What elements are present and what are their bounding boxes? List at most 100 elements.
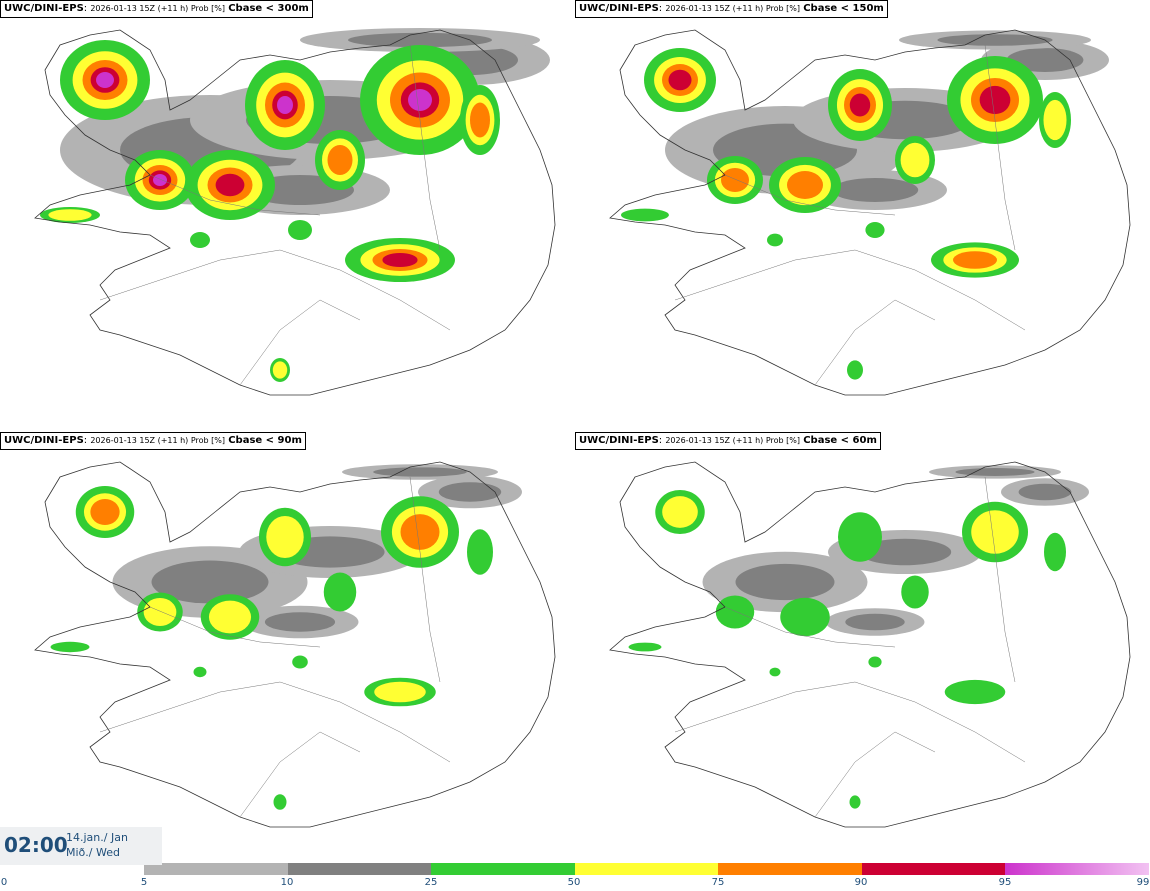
map-panel-300m: UWC/DINI-EPS: 2026-01-13 15Z (+11 h) Pro… xyxy=(0,0,575,430)
prob-area xyxy=(273,794,287,810)
prob-area xyxy=(292,655,308,669)
colorbar-tick-label: 50 xyxy=(567,877,581,888)
prob-area xyxy=(408,89,432,111)
prob-area-gray xyxy=(151,560,269,604)
iceland-map xyxy=(34,28,556,396)
prob-area xyxy=(780,597,830,637)
valid-time-clock: 02:00 xyxy=(4,833,68,857)
prob-area xyxy=(382,252,418,268)
prob-area-gray xyxy=(1018,483,1072,501)
colorbar-tick-label: 75 xyxy=(711,877,725,888)
prob-area xyxy=(662,496,698,528)
colorbar-bin xyxy=(144,863,288,875)
coastline xyxy=(34,29,556,396)
prob-area xyxy=(901,575,929,609)
road-line xyxy=(724,606,896,648)
prob-area-gray xyxy=(937,34,1053,46)
prob-area xyxy=(900,142,930,178)
prob-area xyxy=(323,572,357,612)
coastline xyxy=(34,461,556,828)
colorbar-tick-label: 5 xyxy=(140,877,148,888)
prob-area xyxy=(849,93,871,117)
prob-area xyxy=(715,595,755,629)
colorbar-tick-label: 25 xyxy=(424,877,438,888)
colorbar-bin xyxy=(861,863,1005,875)
colorbar-bin xyxy=(718,863,862,875)
colorbar-tick-label: 95 xyxy=(998,877,1012,888)
prob-area xyxy=(470,102,490,138)
road-line xyxy=(674,681,1026,763)
map-panel-150m: UWC/DINI-EPS: 2026-01-13 15Z (+11 h) Pro… xyxy=(575,0,1150,430)
prob-area-gray xyxy=(845,613,905,631)
prob-area xyxy=(272,361,288,379)
prob-area xyxy=(374,681,426,703)
prob-area xyxy=(865,222,885,238)
iceland-map xyxy=(609,461,1131,828)
prob-area-gray xyxy=(831,178,919,202)
road-line xyxy=(99,681,451,763)
colorbar-tick-label: 99 xyxy=(1136,877,1150,888)
prob-area xyxy=(48,209,92,221)
colorbar-tick-label: 90 xyxy=(854,877,868,888)
prob-area xyxy=(208,600,252,634)
road-line xyxy=(149,174,321,216)
prob-area xyxy=(628,642,662,652)
colorbar-tick-label: 10 xyxy=(280,877,294,888)
panel-title: UWC/DINI-EPS: 2026-01-13 15Z (+11 h) Pro… xyxy=(0,432,306,450)
prob-area xyxy=(400,514,440,550)
prob-area xyxy=(838,512,882,562)
road-line xyxy=(984,44,1016,251)
road-line xyxy=(814,731,936,818)
prob-area xyxy=(266,515,304,559)
prob-area xyxy=(90,499,120,525)
prob-area xyxy=(153,174,167,186)
prob-area xyxy=(769,667,781,677)
colorbar-bin xyxy=(1005,863,1149,875)
valid-weekday: Mið./ Wed xyxy=(66,846,120,859)
panel-title: UWC/DINI-EPS: 2026-01-13 15Z (+11 h) Pro… xyxy=(0,0,313,18)
prob-area xyxy=(1043,99,1067,141)
road-line xyxy=(239,299,361,386)
coastline xyxy=(609,29,1131,396)
prob-area xyxy=(668,69,692,91)
road-line xyxy=(239,731,361,818)
road-line xyxy=(814,299,936,386)
prob-area xyxy=(327,145,353,175)
road-line xyxy=(149,606,321,648)
road-line xyxy=(724,174,896,216)
prob-area xyxy=(721,168,749,192)
road-line xyxy=(984,476,1016,683)
prob-area-gray xyxy=(438,482,502,502)
prob-area xyxy=(971,510,1019,554)
prob-area xyxy=(621,208,669,222)
prob-area xyxy=(96,72,114,88)
iceland-map xyxy=(609,29,1131,396)
colorbar-bin xyxy=(287,863,431,875)
prob-area-gray xyxy=(264,612,336,632)
prob-area xyxy=(953,251,997,269)
prob-area-gray xyxy=(373,467,467,477)
panel-title: UWC/DINI-EPS: 2026-01-13 15Z (+11 h) Pro… xyxy=(575,432,881,450)
valid-date: 14.jan./ Jan xyxy=(66,831,128,844)
prob-area-gray xyxy=(955,468,1035,476)
coastline xyxy=(609,461,1131,828)
prob-area xyxy=(50,641,90,653)
prob-area xyxy=(288,220,312,240)
prob-area xyxy=(849,795,861,809)
road-line xyxy=(409,476,441,683)
prob-area xyxy=(190,232,210,248)
road-line xyxy=(99,249,451,331)
iceland-map xyxy=(34,461,556,828)
colorbar-bin xyxy=(574,863,718,875)
map-panel-90m: UWC/DINI-EPS: 2026-01-13 15Z (+11 h) Pro… xyxy=(0,432,575,862)
colorbar-tick-label: 0 xyxy=(0,877,8,888)
prob-area xyxy=(944,679,1006,705)
prob-area xyxy=(277,96,293,114)
prob-area xyxy=(143,597,177,627)
panel-title: UWC/DINI-EPS: 2026-01-13 15Z (+11 h) Pro… xyxy=(575,0,888,18)
road-line xyxy=(674,249,1026,331)
prob-area xyxy=(847,360,863,380)
prob-area-gray xyxy=(858,538,952,566)
prob-area xyxy=(767,233,783,247)
prob-area xyxy=(787,171,823,199)
